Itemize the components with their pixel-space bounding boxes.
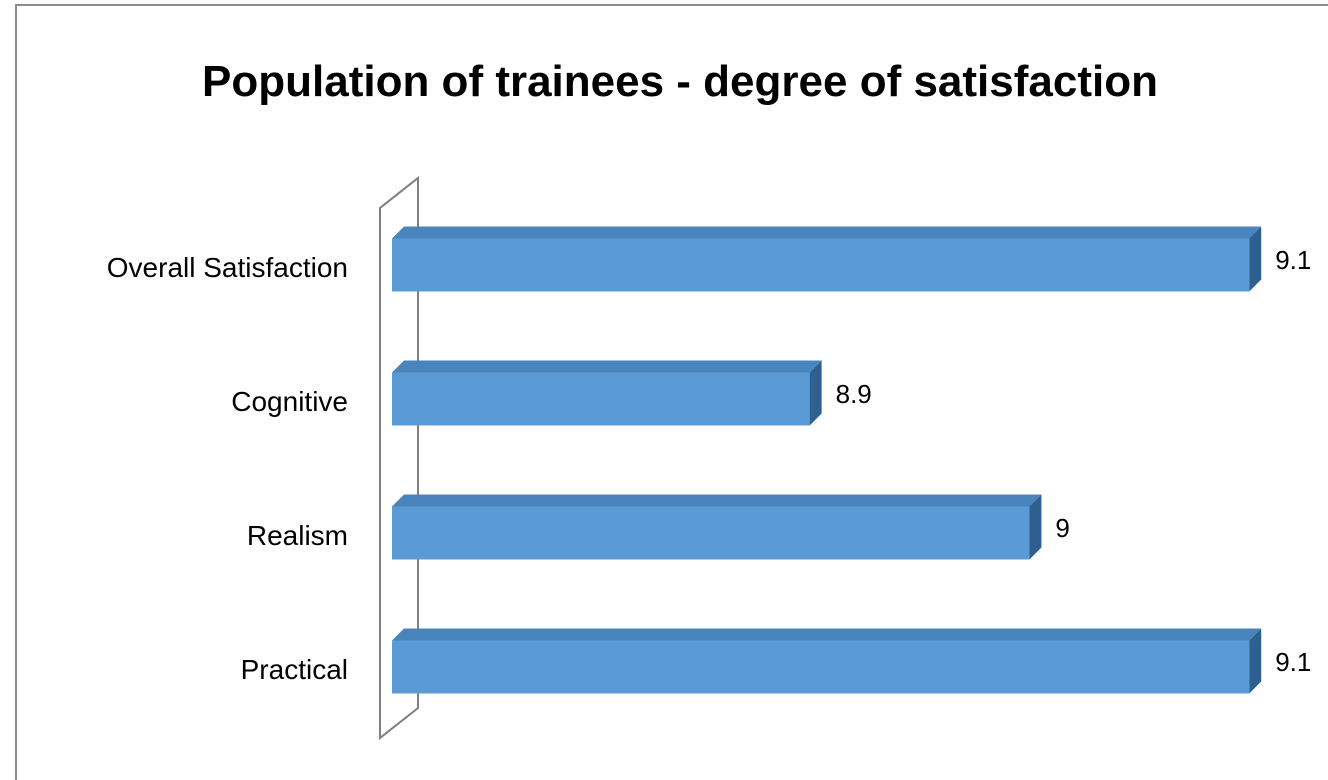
bar-side-face (809, 360, 822, 426)
bar-side-face (1249, 628, 1262, 694)
category-label: Cognitive (231, 386, 348, 417)
axis-wall (379, 175, 419, 741)
bar-front-face (392, 238, 1250, 292)
data-label: 8.9 (836, 379, 872, 409)
category-label: Overall Satisfaction (107, 252, 348, 283)
bar-top-face (392, 226, 1262, 239)
bar-overall-satisfaction (392, 226, 1262, 292)
category-label: Practical (241, 654, 348, 685)
bar-top-face (392, 360, 822, 373)
category-label: Realism (247, 520, 348, 551)
bar-front-face (392, 506, 1030, 560)
data-label: 9.1 (1275, 647, 1311, 677)
bar-front-face (392, 640, 1250, 694)
bar-front-face (392, 372, 810, 426)
bar-cognitive (392, 360, 822, 426)
data-label: 9.1 (1275, 245, 1311, 275)
bars-layer (392, 226, 1262, 694)
data-label: 9 (1055, 513, 1069, 543)
chart-border (15, 4, 1328, 780)
bar-realism (392, 494, 1042, 560)
chart-title: Population of trainees - degree of satis… (202, 57, 1158, 106)
labels-layer: Overall Satisfaction 9.1 Cognitive 8.9 Reali… (107, 245, 1312, 685)
bar-side-face (1029, 494, 1042, 560)
bar-top-face (392, 628, 1262, 641)
bar-top-face (392, 494, 1042, 507)
bar-practical (392, 628, 1262, 694)
bar-side-face (1249, 226, 1262, 292)
